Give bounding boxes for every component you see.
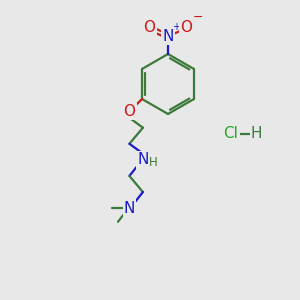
Text: +: + bbox=[172, 22, 180, 32]
Text: −: − bbox=[193, 11, 203, 24]
Text: H: H bbox=[251, 126, 262, 141]
Text: N: N bbox=[137, 152, 148, 167]
Text: O: O bbox=[123, 104, 135, 119]
Text: N: N bbox=[124, 201, 135, 216]
Text: N: N bbox=[162, 29, 174, 44]
Text: H: H bbox=[149, 156, 158, 170]
Text: O: O bbox=[181, 20, 193, 35]
Text: O: O bbox=[143, 20, 155, 35]
Text: Cl: Cl bbox=[224, 126, 238, 141]
